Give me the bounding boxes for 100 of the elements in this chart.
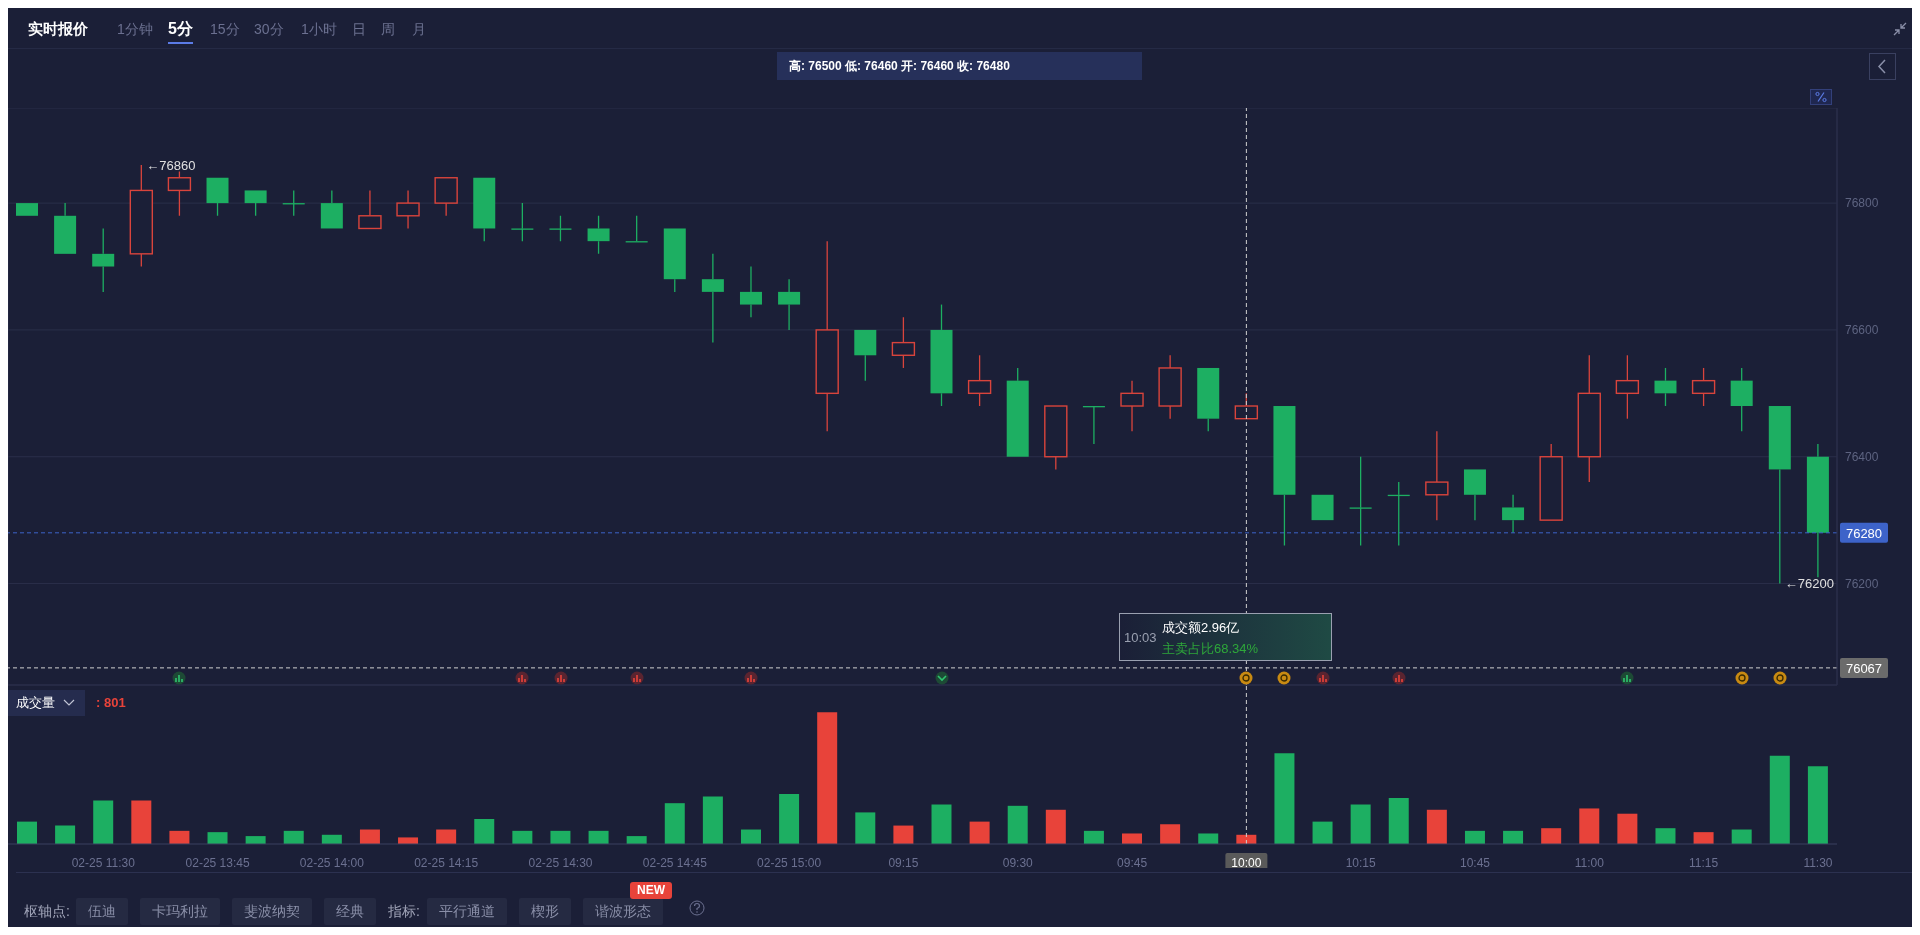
bar [1503,830,1524,844]
x-tick-label: 02-25 13:45 [185,856,250,870]
bar [169,830,190,844]
bar [55,825,76,844]
bar [588,830,609,844]
bar [1693,832,1714,844]
bar [1617,813,1638,844]
text: 平行通道 [427,898,507,925]
text: 周 [381,21,395,39]
bar [817,712,838,844]
chart-title: 成交量 [8,690,85,716]
x-tick-label: 11:30 [1803,856,1833,870]
bar [1541,828,1562,844]
bar [1655,828,1676,844]
x-tick-label: 11:00 [1574,856,1605,870]
text: 楔形 [519,898,571,925]
text: 1分钟 [117,21,153,39]
bar [436,829,457,844]
bar [1045,809,1066,844]
bar [664,803,685,844]
annotation: 主卖占比68.34% [1162,640,1259,658]
text: 谐波形态 [583,898,663,925]
y-tick-label: 76600 [1845,323,1879,338]
x-tick-label: 09:30 [1002,856,1034,870]
x-tick-label: 02-25 14:15 [414,856,479,870]
x-tick-label: 02-25 14:00 [299,856,365,870]
candlestick [1615,354,1640,420]
x-tick-label: 02-25 15:00 [757,856,822,870]
candlestick [1349,456,1372,547]
candlestick [396,189,420,230]
text: : 801 [96,695,126,710]
text: 月 [412,21,426,39]
text: NEW [630,882,672,899]
chart-subtitle: 高: 76500 低: 76460 开: 76460 收: 76480 [777,52,1142,80]
x-tick-label: 10:45 [1459,856,1491,870]
candlestick [701,253,724,344]
x-tick-label: 09:15 [888,856,919,870]
candlestick [1806,443,1829,578]
bar [1388,797,1409,844]
y-tick-label: 76200 [1845,576,1879,591]
candlestick [92,227,115,293]
bar [131,800,152,844]
candlestick [1577,354,1601,483]
text: 日 [352,21,366,39]
candlestick [1502,494,1525,534]
bar [1198,833,1219,844]
x-tick-label: 10:00 [1231,856,1262,870]
bar [1769,755,1790,844]
text: 卡玛利拉 [140,898,220,925]
text: 1小时 [301,21,337,39]
x-tick-label: 10:15 [1345,856,1377,870]
bar [93,800,114,844]
text: 15分 [210,21,240,39]
candlestick [778,278,801,331]
bar [1731,829,1752,844]
x-tick-label: 11:15 [1689,856,1719,870]
bar [474,818,495,844]
bar [1274,753,1295,844]
text: 30分 [254,21,284,39]
bar [931,804,952,844]
annotation: ←76200 [1784,576,1834,592]
candlestick [1158,354,1182,420]
annotation: 成交额2.96亿 [1162,619,1240,637]
bar [1426,809,1447,844]
text: 指标: [388,903,420,921]
bar [512,830,533,844]
bar [855,812,876,844]
bar [398,837,419,844]
text: 伍迪 [76,898,128,925]
ref-line-label: 76067 [1845,660,1883,676]
bar [359,829,380,844]
bar [740,829,761,844]
candlestick [1120,380,1144,433]
bar [1160,824,1181,844]
text: 枢轴点: [24,903,70,921]
bar [550,830,571,844]
x-tick-label: 02-25 14:45 [642,856,708,870]
bar [283,830,304,844]
bar [779,793,800,844]
bar [1464,830,1485,844]
annotation: 10:03 [1124,630,1157,645]
bar [1350,804,1371,844]
bar [1312,821,1333,844]
y-tick-label: 76400 [1845,450,1879,464]
text: 斐波纳契 [232,898,312,925]
annotation: ←76860 [146,157,196,173]
bar [1083,830,1104,844]
text: 经典 [324,898,376,925]
candlestick [739,265,762,318]
candlestick [1425,430,1449,521]
bar [702,796,723,844]
bar [1122,833,1143,844]
ref-line-label: 76280 [1845,525,1883,541]
x-tick-label: 09:45 [1117,856,1148,870]
chart-title: 实时报价 [28,20,88,39]
bar [1579,808,1600,844]
x-tick-label: 02-25 11:30 [71,856,136,870]
x-tick-label: 02-25 14:30 [528,856,593,870]
y-tick-label: 76800 [1845,196,1879,211]
bar [893,825,914,844]
